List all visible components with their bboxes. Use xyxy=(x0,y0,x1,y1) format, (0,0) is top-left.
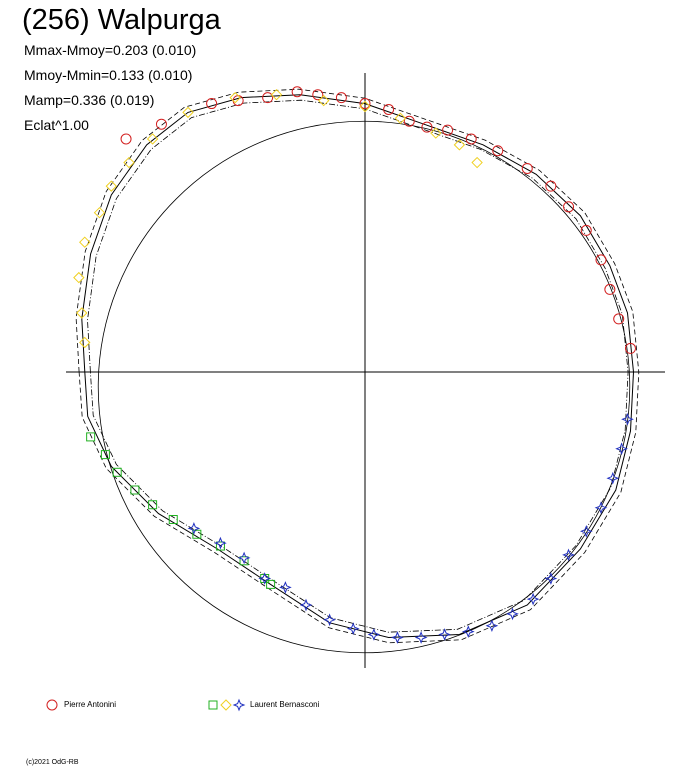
data-point-circle-2 xyxy=(206,98,218,110)
data-point-circle-7 xyxy=(335,92,347,104)
data-point-circle-14 xyxy=(492,145,504,157)
data-point-circle-22 xyxy=(625,342,636,354)
data-point-square-2 xyxy=(112,467,122,477)
legend-symbol-star xyxy=(232,698,246,712)
data-point-star-3 xyxy=(258,572,272,585)
data-point-diamond-4 xyxy=(93,206,106,219)
fit-curve-layer xyxy=(75,88,640,644)
data-point-circle-5 xyxy=(291,86,303,98)
data-point-star-6 xyxy=(323,613,336,627)
data-point-square-4 xyxy=(148,500,158,510)
legend-symbol-circle xyxy=(46,699,58,711)
data-point-star-4 xyxy=(279,581,292,594)
data-point-diamond-12 xyxy=(359,100,371,113)
data-point-star-17 xyxy=(562,548,575,562)
legend-symbol-square xyxy=(208,700,218,710)
data-point-circle-6 xyxy=(312,89,324,101)
data-point-square-5 xyxy=(168,515,178,524)
chart-title: (256) Walpurga xyxy=(22,4,221,36)
data-point-diamond-2 xyxy=(73,271,85,284)
fit-curve xyxy=(81,94,635,639)
data-point-square-3 xyxy=(130,485,140,495)
data-point-circle-16 xyxy=(545,180,557,192)
data-point-circle-19 xyxy=(595,254,607,266)
data-point-star-11 xyxy=(438,628,451,641)
data-point-diamond-16 xyxy=(471,156,483,169)
data-point-diamond-1 xyxy=(76,307,88,319)
legend-label-antonini: Pierre Antonini xyxy=(64,700,117,709)
data-point-circle-18 xyxy=(580,224,592,236)
data-point-star-5 xyxy=(299,598,313,612)
data-point-diamond-15 xyxy=(453,139,466,151)
data-point-star-9 xyxy=(391,631,404,644)
data-point-star-10 xyxy=(414,631,428,644)
data-point-star-19 xyxy=(594,501,608,515)
data-point-diamond-5 xyxy=(105,180,118,192)
legend-symbol-diamond xyxy=(220,699,232,711)
stat-eclat: Eclat^1.00 xyxy=(24,117,89,133)
data-point-circle-11 xyxy=(421,121,433,133)
data-point-star-20 xyxy=(606,471,620,485)
data-point-star-13 xyxy=(485,619,499,633)
data-point-square-0 xyxy=(86,432,96,442)
data-point-diamond-14 xyxy=(430,127,442,139)
data-point-star-21 xyxy=(615,442,628,456)
stat-mamp: Mamp=0.336 (0.019) xyxy=(24,92,155,108)
data-point-circle-15 xyxy=(521,162,533,174)
data-point-diamond-3 xyxy=(79,236,91,248)
axes-layer xyxy=(66,73,665,668)
data-point-square-6 xyxy=(192,529,202,539)
data-point-square-1 xyxy=(100,450,110,460)
data-point-diamond-6 xyxy=(123,156,135,169)
data-point-circle-0 xyxy=(120,133,132,145)
data-point-square-8 xyxy=(239,556,249,566)
data-point-diamond-13 xyxy=(394,112,407,125)
data-point-circle-13 xyxy=(465,133,477,145)
data-point-star-15 xyxy=(526,592,540,606)
data-point-circle-4 xyxy=(262,92,274,104)
data-point-circle-17 xyxy=(563,201,575,213)
data-point-square-10 xyxy=(266,579,276,589)
fit-curve-lower xyxy=(87,99,629,633)
data-point-diamond-7 xyxy=(146,133,159,145)
data-point-star-2 xyxy=(237,551,251,565)
stat-mmax-mmoy: Mmax-Mmoy=0.203 (0.010) xyxy=(24,42,197,58)
reference-circle-layer xyxy=(97,120,631,654)
data-point-circle-10 xyxy=(403,115,415,127)
data-point-circle-8 xyxy=(359,98,371,110)
data-point-diamond-11 xyxy=(317,94,330,107)
data-point-star-18 xyxy=(579,524,593,538)
data-point-diamond-9 xyxy=(229,91,241,104)
data-point-star-22 xyxy=(621,412,634,426)
data-point-star-8 xyxy=(367,628,381,641)
fit-curve-upper xyxy=(75,88,640,644)
stat-mmoy-mmin: Mmoy-Mmin=0.133 (0.010) xyxy=(24,67,193,83)
data-point-diamond-0 xyxy=(79,336,91,349)
data-point-diamond-10 xyxy=(270,88,283,101)
data-point-circle-20 xyxy=(604,283,616,295)
copyright-footer: (c)2021 OdG-RB xyxy=(26,759,79,766)
data-point-square-7 xyxy=(215,541,225,551)
data-point-star-0 xyxy=(187,522,201,535)
data-point-star-12 xyxy=(461,625,475,638)
legend-symbols xyxy=(46,698,246,712)
data-point-star-7 xyxy=(346,622,360,635)
data-points-layer xyxy=(73,86,636,644)
data-point-star-16 xyxy=(544,572,558,585)
reference-circle xyxy=(97,120,631,654)
data-point-circle-3 xyxy=(232,95,244,107)
data-point-star-14 xyxy=(506,607,519,621)
data-point-circle-12 xyxy=(442,124,454,136)
data-point-circle-21 xyxy=(613,313,625,325)
data-point-diamond-8 xyxy=(182,106,194,119)
data-point-circle-1 xyxy=(155,118,167,130)
legend-label-bernasconi: Laurent Bernasconi xyxy=(250,700,320,709)
data-point-circle-9 xyxy=(383,103,395,115)
data-point-star-1 xyxy=(214,536,227,550)
